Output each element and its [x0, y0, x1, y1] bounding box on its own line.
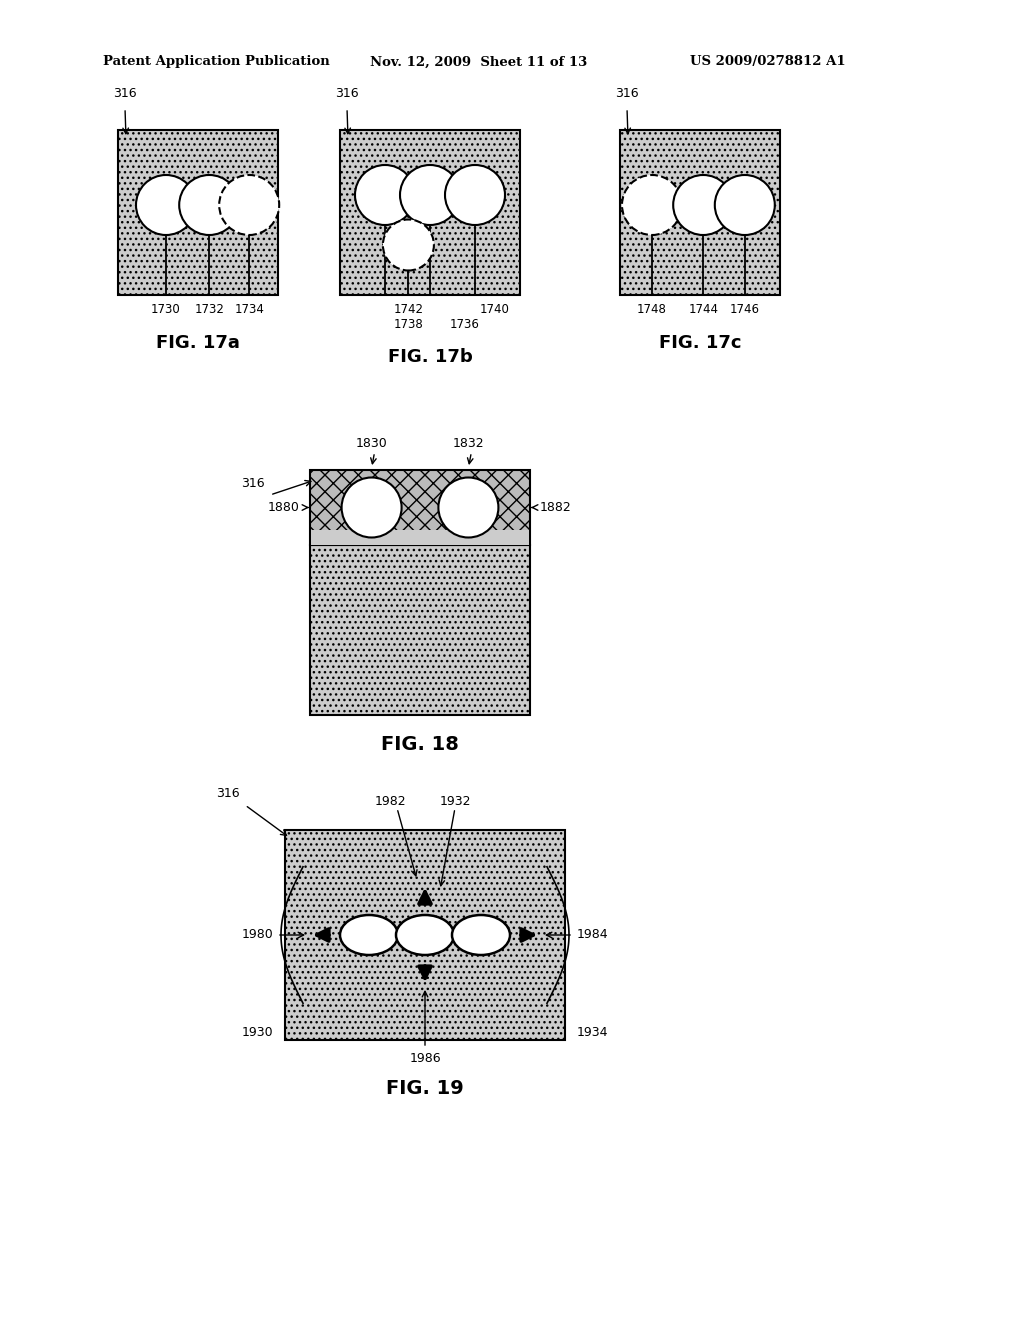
Bar	[118, 129, 278, 294]
Text: 1986: 1986	[410, 1052, 440, 1065]
Text: 1734: 1734	[234, 304, 264, 315]
Text: 316: 316	[335, 87, 358, 100]
Text: FIG. 18: FIG. 18	[381, 735, 459, 755]
Text: 1832: 1832	[453, 437, 484, 450]
Text: 1882: 1882	[540, 502, 571, 513]
Text: FIG. 17b: FIG. 17b	[388, 348, 472, 366]
Text: 1982: 1982	[374, 795, 406, 808]
Bar	[310, 470, 530, 545]
Text: Nov. 12, 2009  Sheet 11 of 13: Nov. 12, 2009 Sheet 11 of 13	[370, 55, 587, 69]
Circle shape	[342, 478, 401, 537]
Text: 1736: 1736	[451, 318, 480, 331]
Bar	[311, 531, 529, 545]
Text: US 2009/0278812 A1: US 2009/0278812 A1	[690, 55, 846, 69]
Text: 316: 316	[615, 87, 639, 100]
Ellipse shape	[340, 915, 398, 954]
Text: 316: 316	[242, 477, 265, 490]
Text: 1746: 1746	[730, 304, 760, 315]
Bar	[620, 129, 780, 294]
Circle shape	[438, 478, 499, 537]
Circle shape	[179, 176, 240, 235]
Circle shape	[715, 176, 775, 235]
Text: 1984: 1984	[577, 928, 608, 941]
Text: 1980: 1980	[242, 928, 273, 941]
Ellipse shape	[396, 915, 454, 954]
Circle shape	[219, 176, 280, 235]
Circle shape	[622, 176, 682, 235]
Text: FIG. 17c: FIG. 17c	[658, 334, 741, 352]
Text: 1830: 1830	[355, 437, 387, 450]
Text: 1730: 1730	[152, 304, 181, 315]
Text: 1880: 1880	[268, 502, 300, 513]
Text: 316: 316	[216, 787, 240, 800]
Text: 1748: 1748	[637, 304, 667, 315]
Text: 1744: 1744	[688, 304, 718, 315]
Text: 1740: 1740	[480, 304, 510, 315]
Circle shape	[400, 165, 460, 224]
Circle shape	[673, 176, 733, 235]
Circle shape	[445, 165, 505, 224]
Ellipse shape	[452, 915, 510, 954]
Text: 1742: 1742	[393, 304, 423, 315]
Circle shape	[383, 219, 434, 271]
Bar	[310, 545, 530, 715]
Text: FIG. 17a: FIG. 17a	[156, 334, 240, 352]
Text: 1738: 1738	[393, 318, 423, 331]
Text: 1934: 1934	[577, 1026, 608, 1039]
Text: 1932: 1932	[439, 795, 471, 808]
Text: 316: 316	[113, 87, 136, 100]
Bar	[285, 830, 565, 1040]
Text: FIG. 19: FIG. 19	[386, 1078, 464, 1097]
Bar	[340, 129, 520, 294]
Text: 1930: 1930	[242, 1026, 273, 1039]
Text: 1732: 1732	[195, 304, 224, 315]
Circle shape	[355, 165, 415, 224]
Text: Patent Application Publication: Patent Application Publication	[103, 55, 330, 69]
Circle shape	[136, 176, 196, 235]
